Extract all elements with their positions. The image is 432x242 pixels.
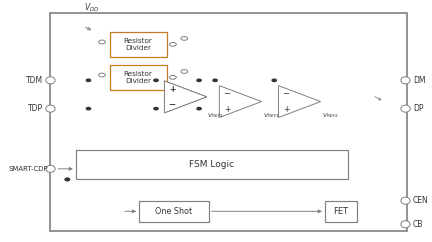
Polygon shape	[165, 81, 206, 113]
Text: +: +	[224, 105, 230, 114]
Text: Resistor: Resistor	[124, 71, 152, 77]
Text: DP: DP	[413, 104, 424, 113]
Text: $V_{REF1}$: $V_{REF1}$	[207, 111, 224, 120]
Text: Divider: Divider	[125, 45, 151, 51]
Bar	[110, 32, 167, 57]
Text: One Shot: One Shot	[156, 207, 193, 216]
Text: Divider: Divider	[125, 78, 151, 84]
Ellipse shape	[401, 77, 410, 84]
Text: $V_{REF2}$: $V_{REF2}$	[322, 111, 339, 120]
Text: $V_{DD}$: $V_{DD}$	[84, 2, 99, 14]
Text: CB: CB	[413, 220, 423, 229]
Bar	[363, 81, 390, 115]
Ellipse shape	[46, 165, 55, 172]
Circle shape	[197, 107, 201, 110]
Polygon shape	[219, 86, 261, 118]
Text: CEN: CEN	[413, 196, 429, 205]
Text: DM: DM	[413, 76, 426, 85]
Circle shape	[154, 79, 158, 82]
Text: −: −	[223, 90, 230, 98]
Bar	[51, 13, 407, 231]
Text: −: −	[283, 90, 289, 98]
Bar	[139, 201, 209, 222]
Circle shape	[213, 79, 217, 82]
Bar	[325, 201, 356, 222]
Ellipse shape	[46, 77, 55, 84]
Text: FSM Logic: FSM Logic	[189, 160, 235, 169]
Polygon shape	[165, 81, 206, 113]
Ellipse shape	[401, 105, 410, 112]
Text: −: −	[168, 100, 175, 109]
Text: TDP: TDP	[28, 104, 43, 113]
Text: +: +	[169, 85, 175, 94]
Text: +: +	[169, 85, 175, 94]
Polygon shape	[279, 86, 321, 118]
Bar	[76, 150, 348, 180]
Circle shape	[272, 79, 276, 82]
Text: TDM: TDM	[26, 76, 43, 85]
Ellipse shape	[46, 105, 55, 112]
Text: $V_{REF1}$: $V_{REF1}$	[263, 111, 280, 120]
Ellipse shape	[401, 197, 410, 204]
Circle shape	[86, 79, 91, 82]
Circle shape	[197, 79, 201, 82]
Circle shape	[65, 178, 70, 181]
Bar	[110, 65, 167, 90]
Text: FET: FET	[333, 207, 348, 216]
Circle shape	[65, 178, 70, 181]
Text: SMART-CDP: SMART-CDP	[9, 166, 48, 172]
Ellipse shape	[401, 221, 410, 228]
Circle shape	[86, 107, 91, 110]
Text: Resistor: Resistor	[124, 38, 152, 44]
Text: +: +	[283, 105, 289, 114]
Text: −: −	[168, 100, 175, 109]
Circle shape	[154, 107, 158, 110]
